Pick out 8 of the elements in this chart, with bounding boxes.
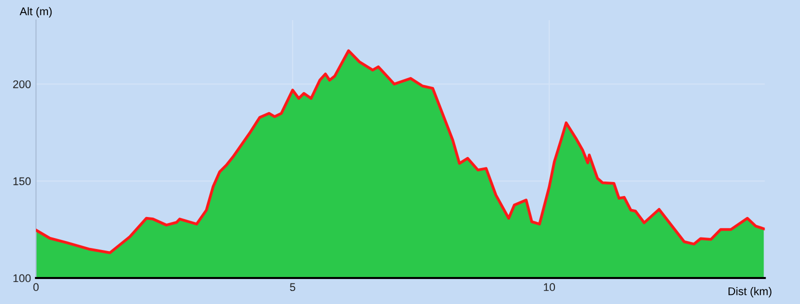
y-tick-label: 100 bbox=[13, 274, 31, 282]
y-axis-title: Alt (m) bbox=[20, 7, 52, 18]
y-tick-label: 150 bbox=[13, 177, 31, 186]
x-axis-title: Dist (km) bbox=[728, 287, 772, 298]
y-tick-label: 200 bbox=[13, 80, 31, 88]
x-tick-label: 5 bbox=[290, 283, 296, 292]
x-tick-label: 10 bbox=[544, 283, 555, 292]
x-tick-label: 0 bbox=[33, 283, 39, 292]
